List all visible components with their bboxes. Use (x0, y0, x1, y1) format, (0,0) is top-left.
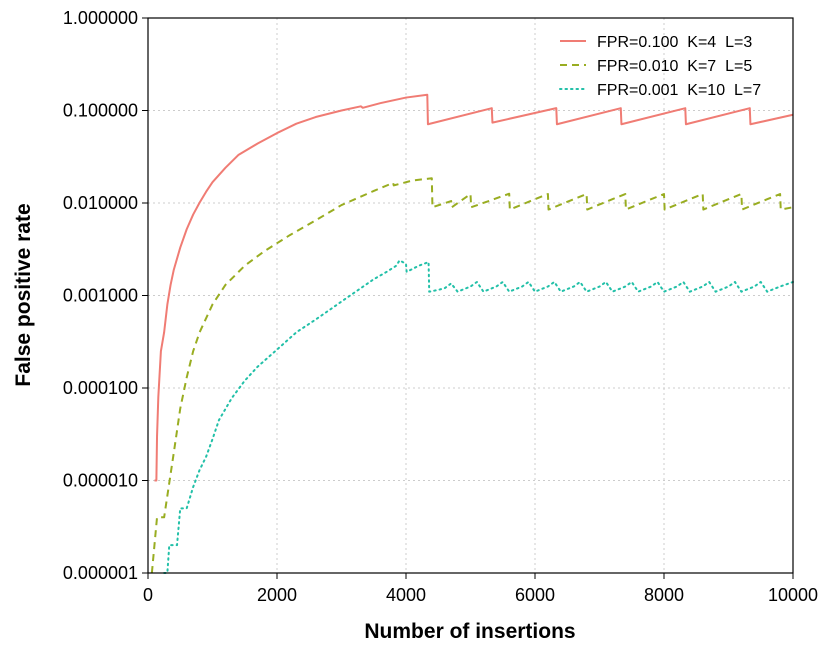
series-line-2 (150, 177, 794, 574)
legend: FPR=0.100 K=4 L=3 FPR=0.010 K=7 L=5 FPR=0.… (559, 34, 761, 99)
y-axis-label: False positive rate (12, 203, 35, 386)
legend-label-2: FPR=0.010 K=7 L=5 (597, 58, 752, 75)
legend-label-1: FPR=0.100 K=4 L=3 (597, 34, 752, 51)
x-axis-label: Number of insertions (364, 620, 575, 643)
x-tick-label: 2000 (257, 585, 297, 605)
legend-label-3: FPR=0.001 K=10 L=7 (597, 82, 761, 99)
y-axis-ticks: 0.000001 0.000010 0.000100 0.001000 0.010000… (63, 8, 148, 583)
x-tick-label: 0 (143, 585, 153, 605)
y-tick-label: 0.100000 (63, 101, 138, 121)
y-tick-label: 0.000001 (63, 563, 138, 583)
x-tick-label: 6000 (515, 585, 555, 605)
x-tick-label: 10000 (768, 585, 818, 605)
series-line-1 (154, 93, 794, 482)
y-tick-label: 0.010000 (63, 193, 138, 213)
x-tick-label: 8000 (644, 585, 684, 605)
y-tick-label: 1.000000 (63, 8, 138, 28)
y-tick-label: 0.000100 (63, 378, 138, 398)
y-tick-label: 0.000010 (63, 471, 138, 491)
x-tick-label: 4000 (386, 585, 426, 605)
series-lines (150, 93, 794, 574)
x-axis-ticks: 0 2000 4000 6000 8000 10000 (143, 573, 818, 605)
y-tick-label: 0.001000 (63, 286, 138, 306)
series-line-3 (163, 259, 794, 574)
